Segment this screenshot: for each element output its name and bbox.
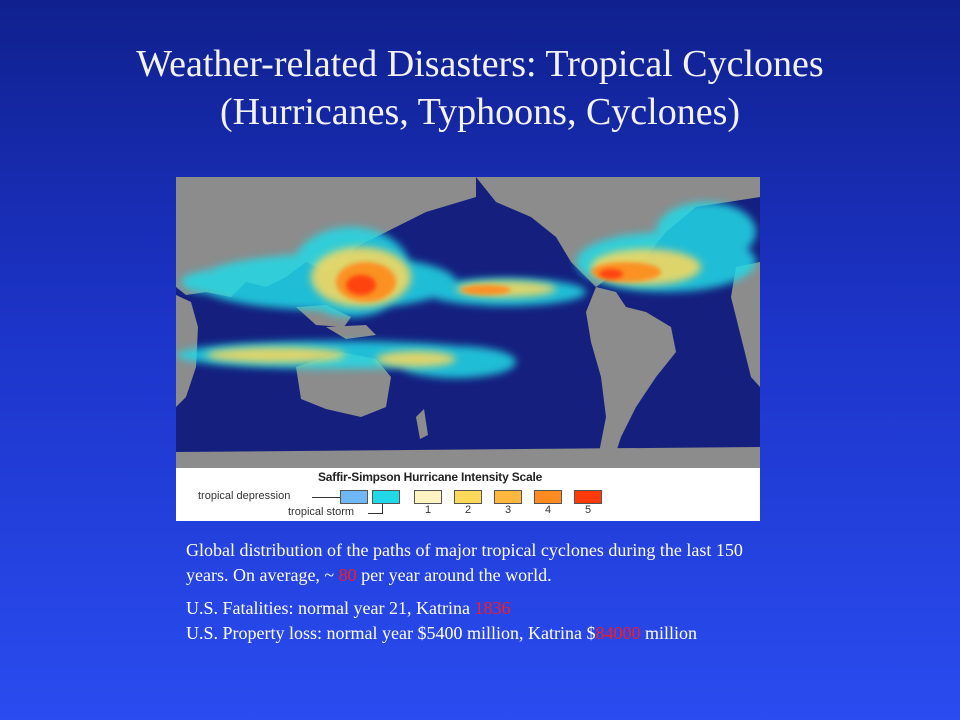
title-line-2: (Hurricanes, Typhoons, Cyclones) xyxy=(219,91,741,133)
swatch-category-2 xyxy=(454,490,482,504)
fatalities-line: U.S. Fatalities: normal year 21, Katrina… xyxy=(186,596,776,621)
depression-leader-line xyxy=(312,497,340,498)
slide-title: Weather-related Disasters: Tropical Cycl… xyxy=(0,40,960,136)
intensity-scale-legend: Saffir-Simpson Hurricane Intensity Scale… xyxy=(176,468,760,521)
map-graphic xyxy=(176,177,760,468)
storm-leader-line-v xyxy=(382,504,383,514)
category-1-label: 1 xyxy=(425,504,432,516)
storm-label: tropical storm xyxy=(288,506,355,518)
category-5-label: 5 xyxy=(585,504,592,516)
swatch-tropical-storm xyxy=(372,490,400,504)
distribution-caption: Global distribution of the paths of majo… xyxy=(186,538,776,588)
katrina-loss-highlight: 84000 xyxy=(595,623,641,643)
cyclone-map-figure: Saffir-Simpson Hurricane Intensity Scale… xyxy=(176,177,760,521)
caption-block: Global distribution of the paths of majo… xyxy=(186,538,776,646)
swatch-category-3 xyxy=(494,490,522,504)
swatch-category-4 xyxy=(534,490,562,504)
swatch-tropical-depression xyxy=(340,490,368,504)
katrina-fatalities-highlight: 1836 xyxy=(474,598,511,618)
category-4-label: 4 xyxy=(545,504,552,516)
distribution-text: Global distribution of the paths of majo… xyxy=(186,540,743,585)
storm-tracks-red xyxy=(346,269,623,295)
swatch-category-1 xyxy=(414,490,442,504)
property-loss-text: U.S. Property loss: normal year $5400 mi… xyxy=(186,623,596,643)
property-loss-line: U.S. Property loss: normal year $5400 mi… xyxy=(186,621,776,646)
title-line-1: Weather-related Disasters: Tropical Cycl… xyxy=(136,43,824,85)
world-map xyxy=(176,177,760,468)
legend-title: Saffir-Simpson Hurricane Intensity Scale xyxy=(318,470,543,484)
category-3-label: 3 xyxy=(505,504,512,516)
annual-count-highlight: 80 xyxy=(338,565,357,585)
category-2-label: 2 xyxy=(465,504,472,516)
property-loss-unit: million xyxy=(640,623,697,643)
depression-label: tropical depression xyxy=(198,490,291,502)
fatalities-text: U.S. Fatalities: normal year 21, Katrina xyxy=(186,598,475,618)
distribution-text-end: per year around the world. xyxy=(356,565,552,585)
swatch-category-5 xyxy=(574,490,602,504)
storm-leader-line-h xyxy=(368,513,382,514)
